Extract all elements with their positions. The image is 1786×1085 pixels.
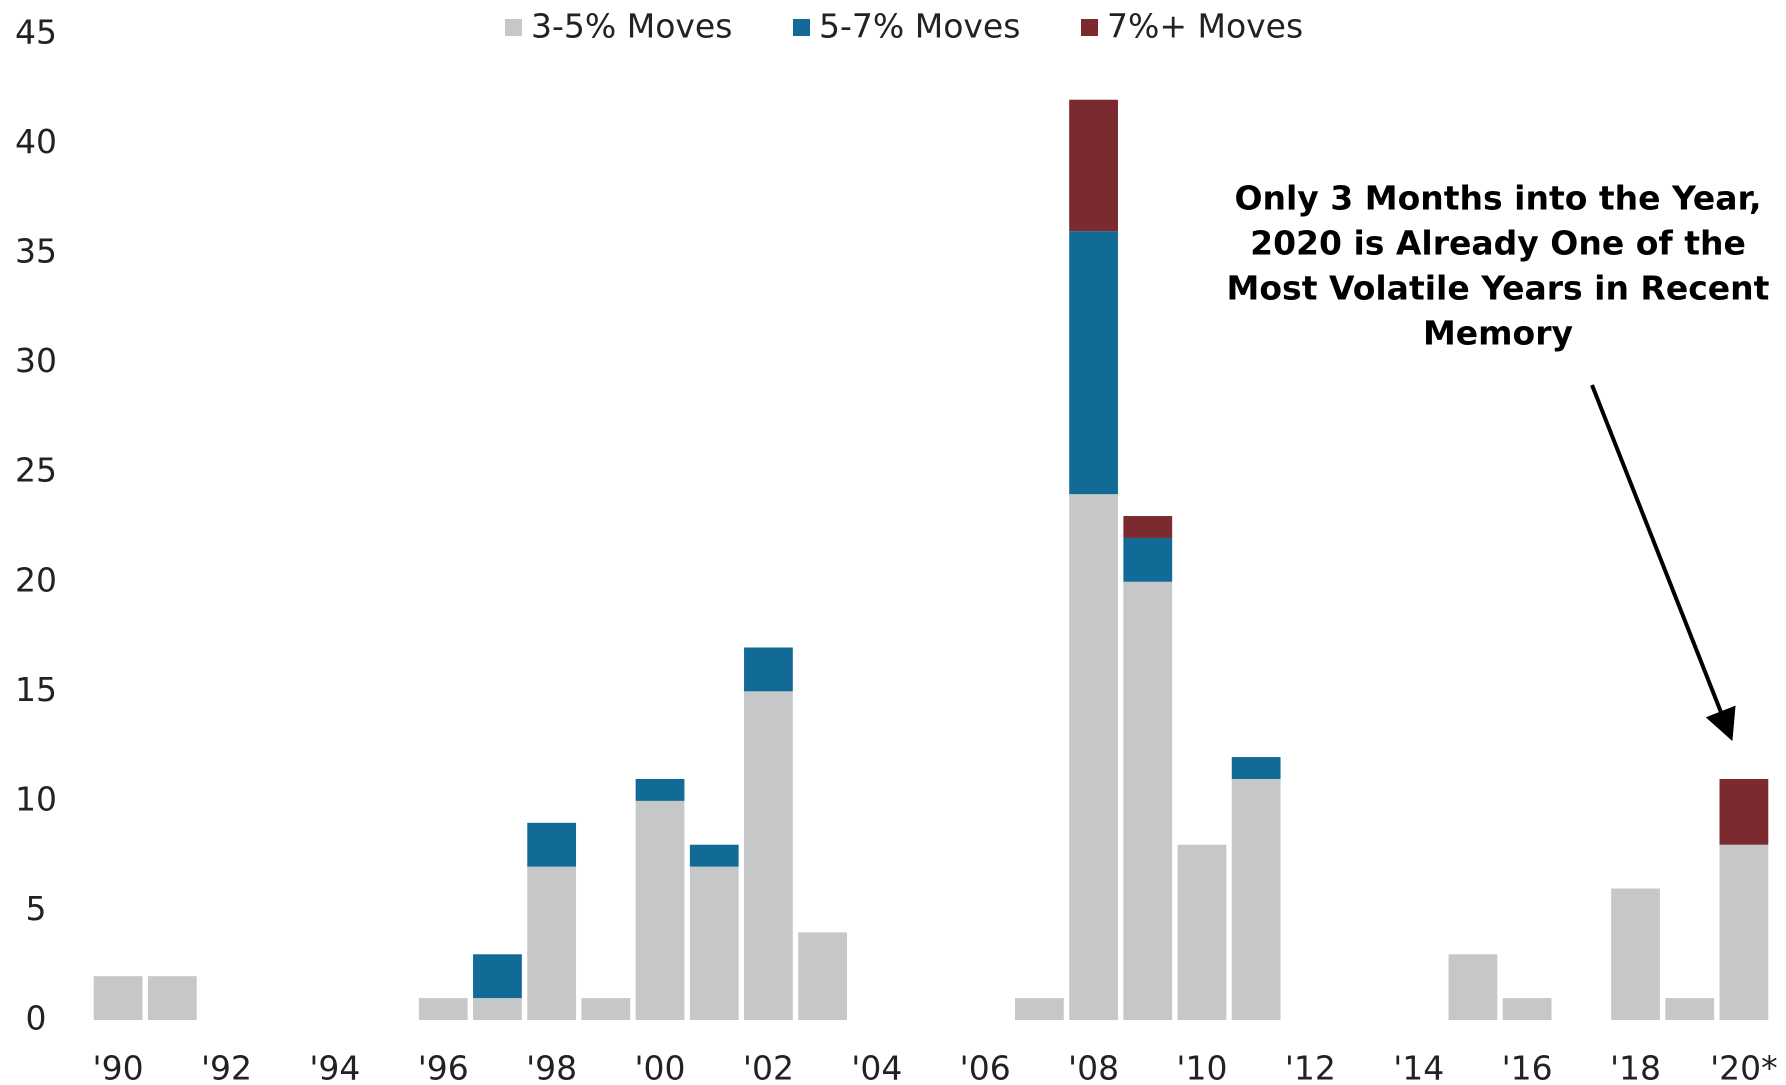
x-tick-label: '08 (1068, 1049, 1119, 1085)
bar-segment (1448, 954, 1498, 1020)
bar-segment (527, 866, 577, 1020)
bar-segment (1069, 494, 1118, 1021)
x-tick-label: '14 (1393, 1049, 1444, 1085)
bar-segment (1123, 581, 1173, 1020)
bar-segment (581, 998, 631, 1020)
annotation: 2020 is Already One of the (1250, 224, 1746, 263)
bar-segment (635, 800, 685, 1020)
x-tick-label: '94 (309, 1049, 360, 1085)
bar-segment (1177, 844, 1227, 1020)
annotation-arrow (1590, 384, 1736, 742)
bar-segment (473, 954, 522, 999)
x-tick-label: '00 (634, 1049, 685, 1085)
bar-segment (1231, 778, 1281, 1020)
bar-segment (1719, 844, 1769, 1020)
bar-segment (1069, 231, 1118, 495)
bar-segment (689, 866, 739, 1020)
x-tick-label: '12 (1285, 1049, 1336, 1085)
bar-segment (689, 844, 739, 867)
bar-segment (635, 778, 685, 801)
bar-segment (1611, 888, 1660, 1020)
bar-segment (527, 822, 577, 867)
bar-segment (744, 647, 793, 692)
x-tick-label: '92 (201, 1049, 252, 1085)
y-tick-label: 35 (15, 232, 57, 271)
bar-segment (1719, 778, 1769, 845)
x-tick-label: '06 (960, 1049, 1011, 1085)
x-tick-label: '16 (1502, 1049, 1553, 1085)
x-tick-label: '04 (851, 1049, 902, 1085)
x-tick-label: '98 (526, 1049, 577, 1085)
annotation: Memory (1423, 314, 1573, 353)
x-tick-label: '02 (743, 1049, 794, 1085)
annotation: Most Volatile Years in Recent (1227, 269, 1770, 308)
x-tick-label: '18 (1610, 1049, 1661, 1085)
annotation: Only 3 Months into the Year, (1234, 179, 1761, 218)
bar-segment (1015, 998, 1064, 1020)
bar-segment (1123, 537, 1173, 582)
y-tick-label: 45 (15, 13, 57, 52)
y-tick-label: 20 (15, 560, 57, 599)
x-tick-label: '20* (1710, 1049, 1778, 1085)
bar-segment (147, 976, 197, 1020)
bar-segment (798, 932, 847, 1020)
y-tick-label: 10 (15, 779, 57, 818)
bar-segment (93, 976, 143, 1020)
bar-segment (1502, 998, 1552, 1020)
x-tick-label: '10 (1176, 1049, 1227, 1085)
y-tick-label: 15 (15, 670, 57, 709)
bar-segment (1665, 998, 1715, 1020)
x-tick-label: '90 (93, 1049, 144, 1085)
x-tick-label: '96 (418, 1049, 469, 1085)
legend-swatch (1081, 19, 1098, 36)
bar-segment (1231, 757, 1281, 779)
legend-swatch (793, 19, 810, 36)
y-tick-label: 5 (26, 889, 47, 928)
bar-segment (744, 691, 793, 1020)
legend-swatch (505, 19, 522, 36)
y-tick-label: 25 (15, 451, 57, 490)
bar-segment (1069, 99, 1118, 232)
legend-label: 3-5% Moves (531, 7, 732, 46)
y-tick-label: 0 (26, 999, 47, 1038)
bar-segment (473, 998, 522, 1020)
bar-segment (418, 998, 468, 1020)
y-tick-label: 30 (15, 341, 57, 380)
legend-label: 5-7% Moves (819, 7, 1020, 46)
legend-label: 7%+ Moves (1107, 7, 1303, 46)
y-tick-label: 40 (15, 122, 57, 161)
bar-segment (1123, 516, 1173, 538)
